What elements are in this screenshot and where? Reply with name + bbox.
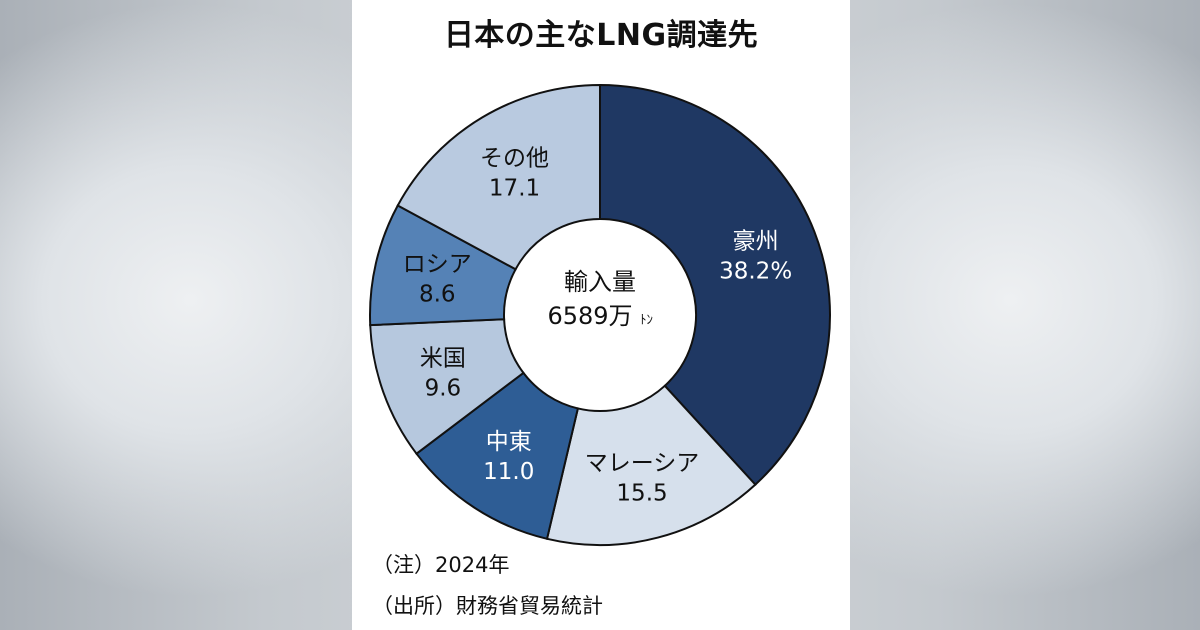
donut-chart: 豪州 38.2% マレーシア 15.5 中東 11.0 米国 9.6 ロシア 8.6 その他 17.1… (369, 83, 831, 546)
chart-note: （注）2024年 (372, 553, 510, 577)
slice-value-4: 8.6 (419, 282, 456, 308)
slice-value-2: 11.0 (483, 459, 534, 485)
slice-5 (396, 83, 601, 271)
center-label-title: 輸入量 (564, 268, 636, 296)
slice-1 (545, 384, 757, 546)
slice-label-0: 豪州 (733, 229, 779, 255)
chart-title: 日本の主なLNG調達先 (443, 18, 759, 53)
slice-value-0: 38.2% (719, 259, 792, 285)
slice-label-2: 中東 (486, 429, 532, 455)
slice-label-3: 米国 (420, 346, 466, 372)
center-label-value: 6589万 (547, 302, 632, 330)
slice-label-1: マレーシア (585, 451, 700, 477)
slice-0 (599, 83, 831, 487)
chart-source: （出所）財務省貿易統計 (372, 594, 603, 618)
slice-value-3: 9.6 (425, 376, 462, 402)
slice-value-1: 15.5 (616, 481, 667, 507)
center-label-unit: ﾄﾝ (640, 313, 653, 328)
slice-label-4: ロシア (403, 252, 472, 278)
slice-label-5: その他 (480, 146, 549, 172)
chart-panel: 日本の主なLNG調達先 豪州 38.2% マレーシア 15.5 中東 11.0 米国 9.6 ロ… (352, 0, 850, 630)
slice-value-5: 17.1 (489, 176, 540, 202)
